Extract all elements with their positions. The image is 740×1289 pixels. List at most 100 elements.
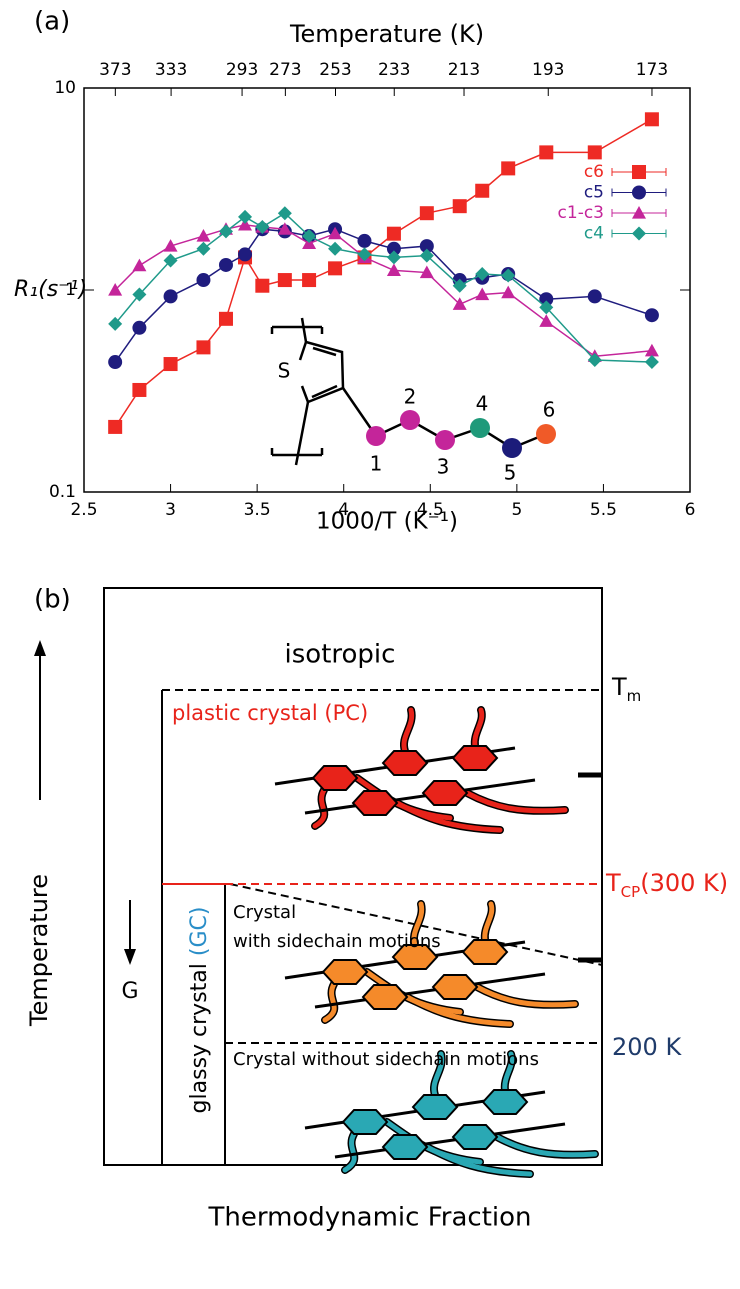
- x-tick-label: 5: [511, 500, 522, 520]
- marker: [302, 229, 317, 244]
- x-tick-label: 4.5: [417, 500, 444, 520]
- x2-tick-label: 213: [448, 60, 480, 80]
- marker: [196, 340, 211, 355]
- legend-marker: [632, 226, 646, 241]
- panel-label: (b): [34, 585, 71, 615]
- inset-label: 1: [370, 452, 383, 476]
- y-tick-label: 10: [54, 78, 76, 98]
- x-tick-label: 5.5: [590, 500, 617, 520]
- marker: [328, 241, 343, 256]
- marker: [132, 320, 147, 335]
- marker: [163, 357, 178, 372]
- marker: [277, 222, 292, 235]
- marker: [132, 258, 147, 272]
- marker: [357, 247, 372, 262]
- x-tick-label: 3: [165, 500, 176, 520]
- marker: [501, 161, 516, 176]
- marker: [302, 273, 317, 288]
- legend-label: c5: [584, 183, 604, 203]
- legend-label: c4: [584, 224, 604, 244]
- x2-tick-label: 333: [155, 60, 187, 80]
- marker: [539, 314, 554, 327]
- marker: [644, 112, 659, 127]
- marker: [644, 343, 659, 357]
- marker: [644, 355, 659, 370]
- inset-label: 2: [404, 385, 417, 409]
- marker: [328, 226, 343, 240]
- axis-title: Thermodynamic Fraction: [207, 1203, 531, 1233]
- marker: [328, 261, 343, 276]
- marker: [218, 311, 233, 326]
- marker: [475, 183, 490, 198]
- x-tick-label: 2.5: [70, 500, 97, 520]
- marker: [196, 241, 211, 256]
- region-label: Crystal: [233, 902, 296, 923]
- marker: [452, 297, 467, 310]
- marker: [196, 273, 211, 288]
- marker: [108, 316, 123, 331]
- series-line: [114, 228, 653, 363]
- marker: [108, 283, 123, 296]
- marker: [163, 239, 178, 252]
- x2-tick-label: 273: [269, 60, 301, 80]
- marker: [419, 248, 434, 263]
- transition-label: TCP(300 K): [605, 869, 728, 901]
- marker: [163, 289, 178, 304]
- marker: [452, 199, 467, 214]
- marker: [108, 355, 123, 370]
- legend-marker: [632, 165, 646, 179]
- x-tick-label: 3.5: [244, 500, 271, 520]
- x-tick-label: 4: [338, 500, 349, 520]
- y-axis-title: R₁(s⁻¹): [14, 277, 87, 302]
- marker: [108, 419, 123, 434]
- series-line: [114, 118, 653, 428]
- marker: [196, 229, 211, 242]
- marker: [255, 278, 270, 293]
- legend-marker: [632, 206, 646, 219]
- region-label: Crystal without sidechain motions: [233, 1049, 539, 1070]
- panel-label: (a): [34, 7, 70, 37]
- y-tick-label: 1: [65, 280, 76, 300]
- region-label: glassy crystal (GC): [187, 907, 212, 1114]
- region-label: isotropic: [285, 640, 396, 670]
- marker: [132, 287, 147, 302]
- marker: [452, 278, 467, 293]
- marker: [419, 206, 434, 221]
- marker: [218, 224, 233, 239]
- x2-tick-label: 373: [99, 60, 131, 80]
- axis-title: Temperature: [25, 874, 53, 1027]
- region-label: G: [121, 979, 138, 1004]
- marker: [386, 226, 401, 241]
- marker: [539, 292, 554, 307]
- marker: [163, 253, 178, 268]
- marker: [238, 209, 253, 224]
- marker: [644, 308, 659, 323]
- marker: [238, 247, 253, 262]
- transition-label: Tm: [611, 673, 641, 705]
- panel-b: (b) isotropic plastic crystal (PC) Cryst…: [25, 585, 728, 1233]
- marker: [218, 257, 233, 272]
- y-tick-label: 0.1: [49, 482, 76, 502]
- x2-tick-label: 293: [226, 60, 258, 80]
- marker: [587, 145, 602, 160]
- marker: [475, 267, 490, 282]
- marker: [386, 250, 401, 265]
- x2-tick-label: 193: [532, 60, 564, 80]
- marker: [539, 300, 554, 315]
- x2-tick-label: 173: [636, 60, 668, 80]
- transition-label: 200 K: [612, 1033, 682, 1061]
- marker: [501, 268, 516, 283]
- legend-marker: [632, 185, 646, 200]
- inset-molecule: [270, 317, 556, 466]
- x-tick-label: 6: [685, 500, 696, 520]
- marker: [539, 145, 554, 160]
- marker: [587, 289, 602, 304]
- series-line: [114, 224, 652, 358]
- marker: [419, 239, 434, 254]
- marker: [277, 206, 292, 221]
- legend-label: c6: [584, 162, 604, 182]
- marker: [132, 382, 147, 397]
- inset-label: 3: [437, 455, 450, 479]
- marker: [386, 263, 401, 277]
